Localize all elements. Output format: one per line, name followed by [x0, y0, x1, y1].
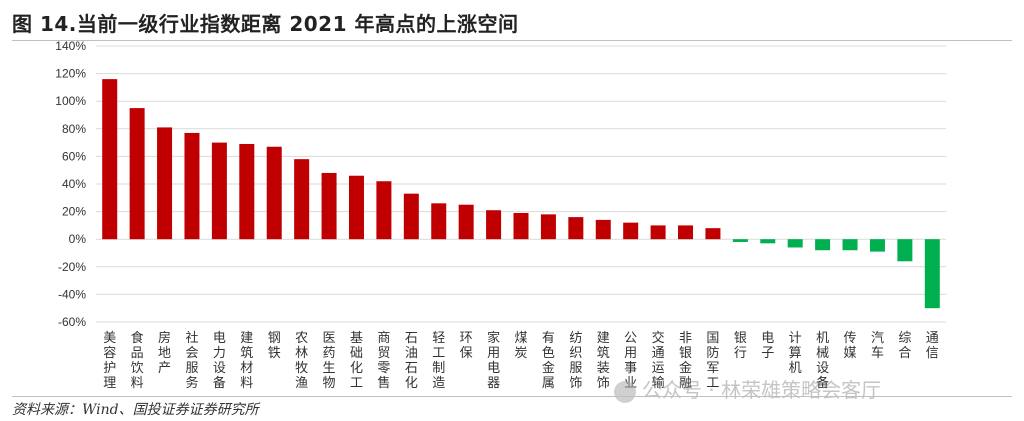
bar [623, 222, 639, 240]
bar [294, 159, 310, 240]
bar [486, 210, 502, 240]
bar [513, 212, 529, 240]
bar [760, 239, 776, 244]
x-category-label: 交通运输 [652, 330, 665, 391]
x-category-label: 社会服务 [185, 330, 198, 391]
chart-title: 图 14.当前一级行业指数距离 2021 年高点的上涨空间 [12, 12, 519, 36]
bar [157, 127, 173, 240]
x-category-label: 石油石化 [405, 331, 418, 391]
x-category-label: 有色金属 [542, 331, 555, 391]
bar [266, 146, 282, 240]
x-category-label: 钢铁 [268, 331, 281, 361]
bar [732, 239, 748, 242]
bar [184, 132, 200, 240]
bar [102, 79, 118, 240]
bar [787, 239, 803, 248]
bar [705, 228, 721, 240]
bar [650, 225, 666, 240]
bar [815, 239, 831, 251]
source-divider [12, 396, 1012, 397]
x-category-label: 非银金融 [679, 331, 692, 391]
watermark-text: 公众号 · 林荣雄策略会客厅 [642, 378, 882, 402]
x-category-label: 汽车 [871, 331, 884, 361]
bar [403, 193, 419, 240]
x-category-label: 煤炭 [514, 331, 527, 361]
y-tick-label: 40% [62, 177, 86, 191]
y-axis-tick-labels: -60% -40% -20% 0% 20% 40% 60% 80% 100% 120% 140% [55, 39, 86, 329]
bar [376, 181, 392, 240]
x-category-label: 家用电器 [487, 330, 500, 391]
y-tick-label: -20% [58, 260, 86, 274]
y-tick-label: 0% [69, 232, 87, 246]
x-category-label: 医药生物 [323, 331, 336, 391]
bar [239, 143, 255, 240]
x-category-label: 建筑材料 [240, 331, 253, 391]
y-tick-label: 20% [62, 205, 86, 219]
y-tick-label: 60% [62, 149, 86, 163]
x-category-label: 综合 [898, 331, 911, 361]
bar [678, 225, 694, 240]
bars [102, 79, 940, 309]
watermark: 公众号 · 林荣雄策略会客厅 [614, 374, 881, 403]
x-category-label: 传媒 [844, 331, 857, 361]
bar [321, 172, 337, 240]
wechat-icon [614, 380, 636, 403]
bar [540, 214, 556, 240]
x-category-label: 农林牧渔 [295, 331, 308, 391]
bar [348, 175, 364, 240]
x-category-label: 商贸零售 [377, 331, 390, 391]
bar [924, 239, 940, 309]
x-category-label: 房地产 [158, 330, 171, 376]
source-note: 资料来源：Wind、国投证券证券研究所 [12, 402, 259, 418]
x-category-label: 国防军工 [706, 331, 719, 391]
y-tick-label: -40% [58, 287, 86, 301]
y-tick-label: 120% [55, 67, 86, 81]
title-bar: 图 14.当前一级行业指数距离 2021 年高点的上涨空间 [12, 6, 1012, 41]
y-tick-label: 100% [55, 94, 86, 108]
x-category-label: 电力设备 [213, 331, 226, 391]
x-axis-category-labels: 美容护理 食品饮料 房地产 社会服务 电力设备 建筑材料 钢铁 农林牧渔 医药生物 基础化工 商贸零… [103, 330, 939, 391]
x-category-label: 基础化工 [350, 331, 363, 391]
bar [869, 239, 885, 252]
x-category-label: 纺织服饰 [569, 331, 582, 391]
title-divider [12, 40, 1012, 41]
gridlines [96, 45, 946, 323]
x-category-label: 通信 [926, 331, 939, 361]
x-category-label: 轻工制造 [432, 331, 445, 391]
bar [458, 204, 474, 240]
bar [431, 203, 447, 240]
y-tick-label: 80% [62, 122, 86, 136]
bar [568, 217, 584, 240]
x-category-label: 环保 [460, 331, 473, 361]
bar [842, 239, 858, 251]
bar [595, 219, 611, 240]
x-category-label: 食品饮料 [131, 330, 144, 391]
x-category-label: 机械设备 [816, 331, 829, 391]
y-tick-label: -60% [58, 315, 86, 329]
x-category-label: 美容护理 [103, 331, 116, 391]
x-category-label: 电子 [761, 331, 774, 361]
bar [897, 239, 913, 262]
bar [211, 142, 227, 240]
x-category-label: 计算机 [789, 331, 802, 376]
x-category-label: 银行 [734, 331, 747, 361]
bar [129, 108, 145, 240]
y-tick-label: 140% [55, 39, 86, 53]
x-category-label: 建筑装饰 [597, 331, 610, 391]
